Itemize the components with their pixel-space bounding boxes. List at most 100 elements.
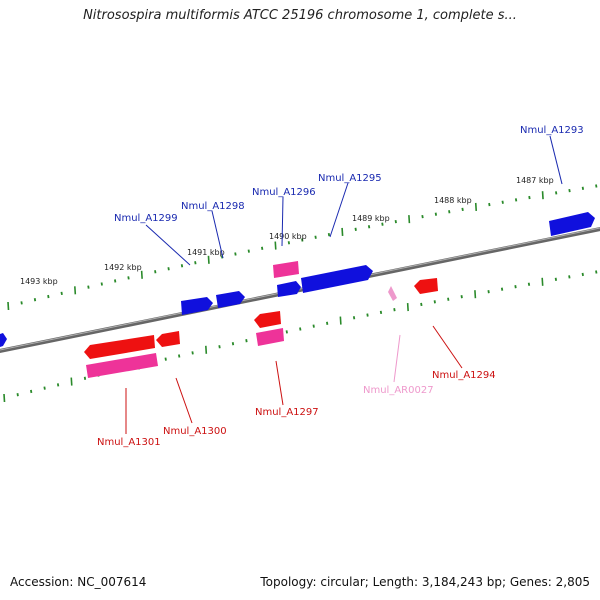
gene-arrow-nmul-a1297[interactable] xyxy=(254,311,281,328)
forward-strand-features xyxy=(0,212,595,347)
gene-label-nmul-a1293[interactable]: Nmul_A1293 xyxy=(520,125,584,136)
minor-tick xyxy=(100,282,103,286)
tick-label-1490kbp: 1490 kbp xyxy=(269,232,307,241)
minor-tick xyxy=(514,285,517,289)
minor-tick xyxy=(500,287,504,291)
major-tick xyxy=(7,301,10,311)
gene-label-nmul-a1295[interactable]: Nmul_A1295 xyxy=(318,173,382,184)
gene-arrow-edge-fragment[interactable] xyxy=(0,333,7,347)
minor-tick xyxy=(194,261,197,265)
major-tick xyxy=(541,277,544,286)
minor-tick xyxy=(460,295,463,299)
minor-tick xyxy=(327,232,331,237)
gene-label-nmul-a1296[interactable]: Nmul_A1296 xyxy=(252,187,316,198)
minor-tick xyxy=(434,212,438,216)
gene-label-nmul-a1300[interactable]: Nmul_A1300 xyxy=(163,426,227,437)
gene-arrow-nmul-a1299[interactable] xyxy=(181,297,213,315)
leader-nmul-a1295 xyxy=(329,182,349,238)
tick-label-1493kbp: 1493 kbp xyxy=(20,277,58,286)
minor-tick xyxy=(528,195,531,200)
gene-arrow-nmul-a1296[interactable] xyxy=(277,281,301,297)
minor-tick xyxy=(367,225,371,229)
major-tick xyxy=(74,286,77,295)
minor-tick xyxy=(247,249,250,253)
minor-tick xyxy=(30,389,33,394)
minor-tick xyxy=(379,310,383,315)
minor-tick xyxy=(301,238,304,242)
minor-tick xyxy=(366,313,369,317)
minor-tick xyxy=(581,272,584,277)
major-tick xyxy=(207,255,210,264)
minor-tick xyxy=(595,184,598,188)
minor-tick xyxy=(555,191,558,195)
genome-summary: Topology: circular; Length: 3,184,243 bp… xyxy=(260,575,590,589)
minor-tick xyxy=(461,207,464,211)
minor-tick xyxy=(167,267,170,271)
minor-tick xyxy=(245,339,248,343)
leader-nmul-ar0027 xyxy=(393,334,401,383)
minor-tick xyxy=(87,285,90,289)
minor-tick xyxy=(421,215,424,219)
major-tick xyxy=(474,202,478,211)
gene-label-nmul-a1297[interactable]: Nmul_A1297 xyxy=(255,407,319,418)
minor-tick xyxy=(314,235,317,239)
gene-arrow-nmul-a1295[interactable] xyxy=(301,265,373,293)
minor-tick xyxy=(527,282,531,286)
minor-tick xyxy=(595,270,598,274)
gene-label-nmul-a1298[interactable]: Nmul_A1298 xyxy=(181,201,245,212)
gene-labels: Nmul_A1293 Nmul_A1295 Nmul_A1296 Nmul_A1… xyxy=(97,125,584,448)
major-tick xyxy=(140,270,143,279)
minor-tick xyxy=(381,222,384,226)
tick-labels: 1493 kbp 1492 kbp 1491 kbp 1490 kbp 1489… xyxy=(20,176,554,286)
gene-arrow-nmul-a1293[interactable] xyxy=(549,212,595,236)
gene-arrow-nmul-a1294[interactable] xyxy=(414,278,438,294)
gene-label-nmul-ar0027[interactable]: Nmul_AR0027 xyxy=(363,385,434,396)
gene-arrow-nmul-a1300[interactable] xyxy=(156,331,180,347)
tick-label-1489kbp: 1489 kbp xyxy=(352,214,390,223)
minor-tick xyxy=(448,210,451,214)
reverse-strand-features xyxy=(84,261,438,378)
minor-tick xyxy=(568,275,571,279)
gene-label-nmul-a1299[interactable]: Nmul_A1299 xyxy=(114,213,178,224)
minor-tick xyxy=(234,252,237,256)
minor-tick xyxy=(447,297,450,301)
pseudo-gene-nmul-a1296[interactable] xyxy=(273,261,299,278)
minor-tick xyxy=(514,198,518,202)
major-tick xyxy=(406,302,409,312)
minor-tick xyxy=(164,357,167,361)
minor-tick xyxy=(16,393,19,397)
minor-tick xyxy=(43,386,46,390)
minor-tick xyxy=(394,219,397,224)
pseudo-gene-nmul-a1301[interactable] xyxy=(86,353,158,378)
minor-tick xyxy=(56,383,60,387)
gene-label-nmul-a1294[interactable]: Nmul_A1294 xyxy=(432,370,496,381)
minor-tick xyxy=(231,342,235,346)
minor-tick xyxy=(285,330,288,334)
major-tick xyxy=(70,377,73,386)
tick-label-1488kbp: 1488 kbp xyxy=(434,196,472,205)
tick-label-1487kbp: 1487 kbp xyxy=(516,176,554,185)
gene-arrow-nmul-a1301[interactable] xyxy=(84,335,155,359)
major-tick xyxy=(541,191,544,200)
minor-tick xyxy=(60,291,63,296)
minor-tick xyxy=(326,321,329,325)
pseudo-gene-nmul-a1297[interactable] xyxy=(256,328,284,346)
leader-nmul-a1298 xyxy=(211,210,224,259)
gene-arrow-nmul-a1298[interactable] xyxy=(216,291,245,308)
minor-tick xyxy=(220,255,224,259)
minor-tick xyxy=(433,300,436,304)
rna-arrow-nmul-ar0027[interactable] xyxy=(388,286,397,301)
minor-tick xyxy=(393,308,396,312)
major-tick xyxy=(408,215,411,224)
minor-tick xyxy=(114,279,117,283)
minor-tick xyxy=(180,264,184,268)
major-tick xyxy=(205,345,208,354)
gene-label-nmul-a1301[interactable]: Nmul_A1301 xyxy=(97,437,161,448)
minor-tick xyxy=(20,301,23,305)
leader-nmul-a1299 xyxy=(145,224,191,266)
minor-tick xyxy=(420,302,423,307)
map-title: Nitrosospira multiformis ATCC 25196 chro… xyxy=(83,8,517,23)
minor-tick xyxy=(287,241,291,245)
tick-label-1492kbp: 1492 kbp xyxy=(104,263,142,272)
